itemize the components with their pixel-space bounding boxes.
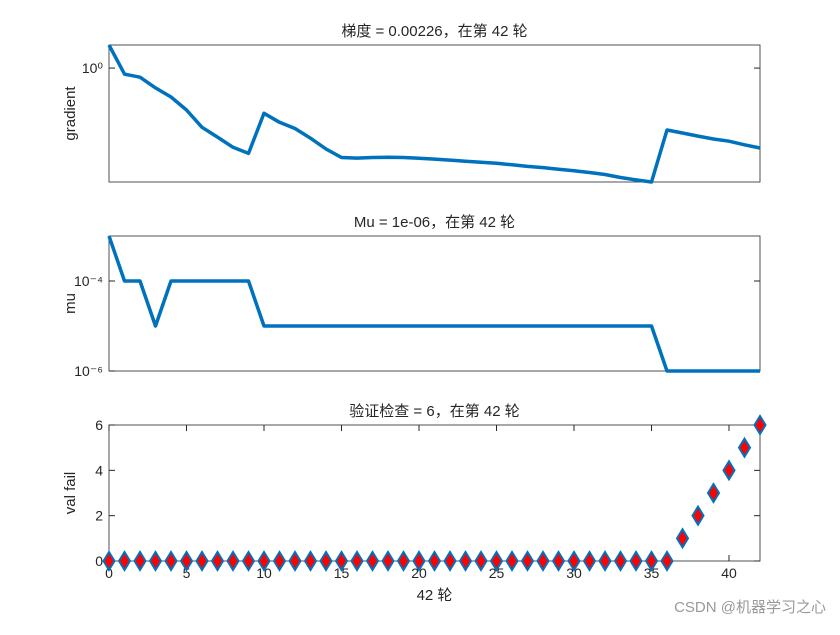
data-point — [691, 504, 705, 527]
x-axis-label: 42 轮 — [417, 587, 453, 604]
data-point — [350, 550, 364, 572]
y-axis-label: mu — [62, 293, 79, 314]
x-tick-label: 25 — [489, 565, 505, 581]
data-point — [117, 550, 132, 572]
x-tick-label: 0 — [105, 565, 113, 581]
x-tick-label: 10 — [256, 565, 272, 581]
data-point — [753, 414, 767, 436]
data-point — [334, 550, 349, 572]
data-point — [381, 550, 395, 572]
data-point — [148, 550, 163, 572]
data-point — [505, 550, 519, 572]
data-point — [737, 436, 752, 459]
y-axis-label: val fail — [62, 472, 79, 515]
data-line — [107, 235, 760, 373]
data-point — [567, 550, 581, 572]
data-point — [241, 550, 256, 572]
data-point — [396, 550, 411, 572]
y-tick-label: 6 — [95, 417, 103, 433]
data-point — [520, 550, 535, 572]
x-tick-label: 5 — [183, 565, 191, 581]
data-point — [660, 550, 674, 572]
data-point — [598, 550, 612, 572]
data-point — [272, 550, 287, 572]
y-tick-label: 2 — [95, 508, 103, 524]
x-tick-label: 30 — [566, 565, 582, 581]
y-axis-label: gradient — [62, 86, 79, 141]
x-tick-label: 20 — [411, 565, 427, 581]
data-point — [613, 550, 628, 572]
y-tick-label: 10⁰ — [82, 60, 104, 76]
data-point — [706, 482, 721, 504]
axes-box — [108, 235, 761, 372]
data-point — [303, 550, 318, 572]
chart-title: 梯度 = 0.00226，在第 42 轮 — [341, 22, 527, 40]
data-point — [412, 550, 426, 572]
data-point — [102, 550, 116, 572]
data-point — [551, 550, 566, 572]
data-point — [226, 550, 240, 572]
chart-title: Mu = 1e-06，在第 42 轮 — [354, 213, 515, 231]
y-tick-label: 0 — [95, 553, 103, 569]
y-tick-label: 4 — [95, 462, 103, 478]
data-point — [474, 550, 488, 572]
y-tick-label: 10⁻⁴ — [74, 273, 103, 289]
data-point — [195, 550, 209, 572]
data-point — [675, 527, 690, 550]
y-tick-label: 10⁻⁶ — [74, 363, 103, 379]
data-point — [179, 550, 194, 572]
data-point — [427, 550, 442, 572]
x-tick-label: 15 — [334, 565, 350, 581]
data-point — [365, 550, 380, 572]
data-point — [443, 550, 457, 572]
data-point — [722, 459, 736, 482]
data-point — [644, 550, 659, 572]
data-point — [582, 550, 597, 572]
data-point — [629, 550, 643, 572]
watermark: CSDN @机器学习之心 — [674, 599, 826, 616]
data-point — [210, 550, 225, 572]
data-line — [107, 44, 761, 184]
data-point — [458, 550, 473, 572]
x-tick-label: 35 — [644, 565, 660, 581]
data-point — [288, 550, 302, 572]
data-point — [489, 550, 504, 572]
data-point — [164, 550, 178, 572]
chart-title: 验证检查 = 6，在第 42 轮 — [349, 402, 519, 420]
axes-box — [108, 44, 761, 183]
x-tick-label: 40 — [721, 565, 737, 581]
data-point — [536, 550, 550, 572]
data-point — [257, 550, 271, 572]
data-point — [319, 550, 333, 572]
data-point — [133, 550, 147, 572]
